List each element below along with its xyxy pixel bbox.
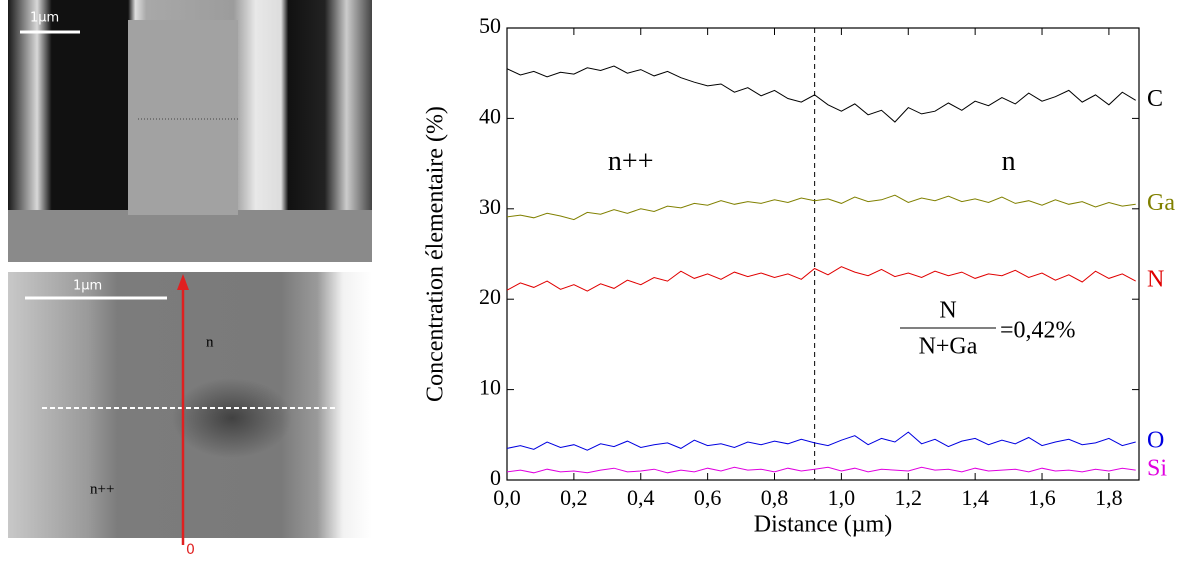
x-tick-label: 0,0 [493,485,521,510]
x-axis-title: Distance (µm) [754,512,892,538]
region-label: n [206,334,214,350]
y-axis-title: Concentration élementaire (%) [423,106,449,402]
y-tick-label: 10 [479,375,501,400]
y-tick-label: 40 [479,103,501,128]
series-line [506,266,1136,292]
substrate [8,210,372,262]
series-label: N [1147,267,1164,293]
series-line [506,466,1136,474]
ratio-numerator: N [939,298,956,324]
series-line [506,194,1136,221]
series-line [506,431,1136,451]
sem-top: 1µm [8,0,372,262]
sem-bottom: 1µm n n++ 0 [8,272,372,558]
ratio-value: =0,42% [1000,318,1076,344]
y-tick-label: 0 [490,465,501,490]
arrow-head [177,274,189,290]
scale-label: 1µm [73,279,102,294]
y-tick-label: 20 [479,284,501,309]
region-label: n++ [608,146,654,177]
x-tick-label: 1,4 [961,485,989,510]
region-label: n++ [90,481,114,497]
y-tick-label: 50 [479,13,501,38]
x-tick-label: 1,2 [895,485,923,510]
x-tick-label: 1,6 [1028,485,1056,510]
series-label: O [1147,428,1164,454]
scale-label: 1µm [30,11,59,26]
x-tick-label: 0,8 [761,485,789,510]
x-tick-label: 0,2 [560,485,588,510]
x-tick-label: 0,6 [694,485,722,510]
origin-label: 0 [186,542,195,558]
series-label: C [1147,86,1163,112]
y-tick-label: 30 [479,194,501,219]
ratio-denominator: N+Ga [919,334,978,360]
series-line [506,65,1136,123]
pillar [128,20,238,215]
region-label: n [1002,146,1016,177]
chart: 0 10 20 30 40 50 0,0 0,2 0,4 0,6 0,8 1,0 1,2 1,4 1,6 1,… [423,13,1176,537]
series-label: Ga [1147,190,1175,216]
x-tick-label: 0,4 [627,485,655,510]
plot-frame [506,27,1140,481]
dark-spot [172,378,292,458]
x-tick-label: 1,0 [828,485,856,510]
series-label: Si [1147,456,1167,482]
x-tick-label: 1,8 [1095,485,1123,510]
